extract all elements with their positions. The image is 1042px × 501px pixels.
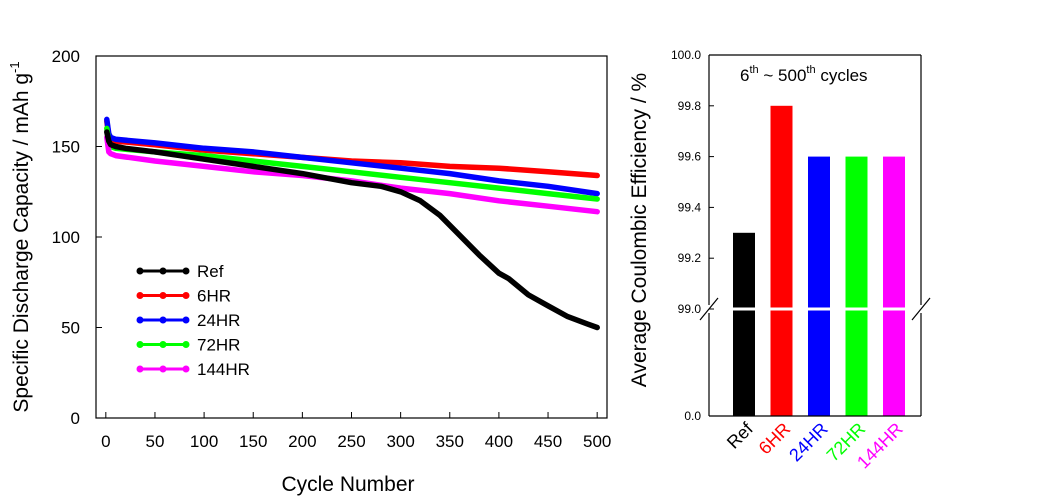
- legend-label-6hr: 6HR: [197, 287, 231, 306]
- efficiency-y-tick-label: 99.4: [678, 200, 702, 214]
- annotation-part-a: 6: [740, 66, 749, 85]
- efficiency-y-tick-label: 99.2: [678, 251, 702, 265]
- legend-marker: [183, 366, 190, 373]
- annotation-sup-a: th: [749, 64, 758, 76]
- legend-marker: [160, 317, 167, 324]
- capacity-x-tick-label: 350: [436, 432, 464, 451]
- legend-label-144hr: 144HR: [197, 360, 250, 379]
- annotation-sup-b: th: [806, 64, 815, 76]
- capacity-x-tick-label: 0: [101, 432, 110, 451]
- axis-break-gap: [709, 308, 921, 311]
- legend-label-72hr: 72HR: [197, 336, 240, 355]
- legend-marker: [137, 292, 144, 299]
- efficiency-y-tick-label: 99.0: [678, 302, 702, 316]
- annotation-part-b: ~ 500: [759, 66, 807, 85]
- capacity-x-tick-label: 250: [337, 432, 365, 451]
- capacity-x-tick-label: 150: [239, 432, 267, 451]
- efficiency-y-tick-label: 99.8: [678, 99, 702, 113]
- capacity-x-tick-label: 50: [146, 432, 165, 451]
- capacity-plot-frame: [96, 56, 607, 418]
- efficiency-y-axis-label: Average Coulombic Efficiency / %: [628, 73, 651, 387]
- legend-marker: [137, 366, 144, 373]
- capacity-y-tick-label: 50: [61, 319, 80, 338]
- capacity-x-tick-label: 300: [386, 432, 414, 451]
- legend-marker: [183, 317, 190, 324]
- legend-marker: [183, 292, 190, 299]
- legend-marker: [183, 268, 190, 275]
- capacity-chart: 0 50 100 150 200 250 300 350 400 450 500 0 50 100 150 2…: [7, 47, 611, 496]
- capacity-ticks: 0 50 100 150 200 250 300 350 400 450 500 0 50 100 150 2…: [52, 47, 612, 451]
- legend-marker: [160, 268, 167, 275]
- capacity-y-tick-label: 150: [52, 138, 80, 157]
- category-label-ref: Ref: [723, 418, 758, 453]
- capacity-legend: Ref 6HR 24HR 72HR 144HR: [137, 262, 250, 379]
- legend-label-24hr: 24HR: [197, 311, 240, 330]
- legend-marker: [160, 341, 167, 348]
- bar-ref: [733, 233, 755, 416]
- legend-marker: [160, 292, 167, 299]
- legend-marker: [137, 317, 144, 324]
- efficiency-ticks: 100.0 99.8 99.6 99.4 99.2 99.0 0.0: [671, 48, 714, 423]
- efficiency-y-tick-label: 100.0: [671, 48, 701, 62]
- capacity-y-axis-label-sup: -1: [7, 61, 22, 73]
- capacity-x-tick-label: 500: [583, 432, 611, 451]
- category-label-24hr: 24HR: [785, 419, 832, 466]
- annotation-part-c: cycles: [816, 66, 868, 85]
- efficiency-y-tick-label: 99.6: [678, 150, 702, 164]
- bar-6hr: [771, 106, 793, 416]
- capacity-x-tick-label: 400: [485, 432, 513, 451]
- bar-24hr: [808, 157, 830, 416]
- capacity-y-axis-label-text: Specific Discharge Capacity / mAh g: [10, 73, 33, 413]
- capacity-x-tick-label: 100: [190, 432, 218, 451]
- capacity-x-tick-label: 450: [534, 432, 562, 451]
- capacity-y-tick-label: 100: [52, 228, 80, 247]
- legend-label-ref: Ref: [197, 262, 224, 281]
- capacity-x-axis-label: Cycle Number: [281, 473, 414, 496]
- bar-144hr: [883, 157, 905, 416]
- capacity-y-axis-label: Specific Discharge Capacity / mAh g-1: [7, 61, 33, 412]
- legend-marker: [160, 366, 167, 373]
- bar-72hr: [846, 157, 868, 416]
- coulombic-efficiency-chart: Ref6HR24HR72HR144HR 100.0 99.8 99.6 99.4 99.…: [628, 48, 930, 472]
- legend-marker: [137, 341, 144, 348]
- legend-marker: [137, 268, 144, 275]
- capacity-y-tick-label: 0: [71, 409, 80, 428]
- legend-marker: [183, 341, 190, 348]
- capacity-y-tick-label: 200: [52, 47, 80, 66]
- efficiency-bar-group: Ref6HR24HR72HR144HR: [723, 106, 907, 473]
- capacity-x-tick-label: 200: [288, 432, 316, 451]
- efficiency-annotation: 6th ~ 500th cycles: [740, 64, 868, 85]
- efficiency-y-tick-label-zero: 0.0: [684, 409, 701, 423]
